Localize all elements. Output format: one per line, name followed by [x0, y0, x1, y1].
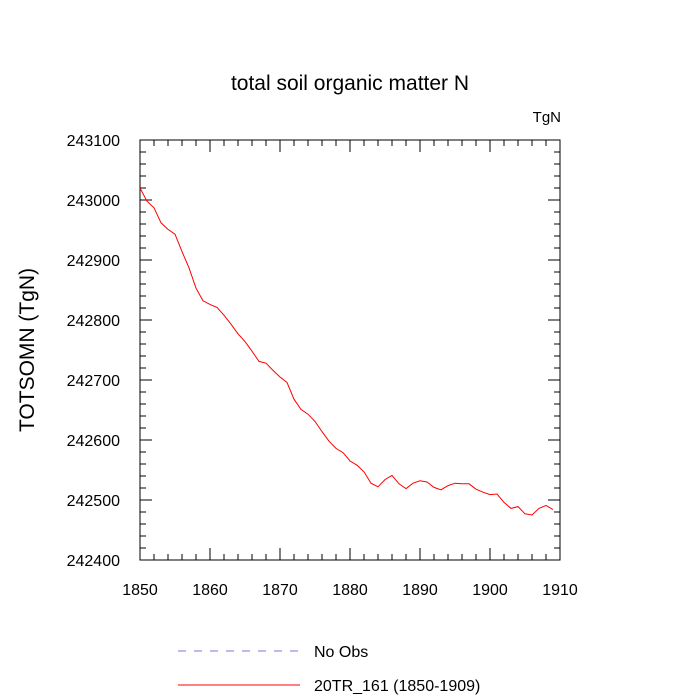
x-tick-label: 1910 [542, 582, 578, 599]
x-tick-label: 1870 [262, 582, 298, 599]
y-tick-label: 242900 [67, 253, 120, 270]
y-tick-label: 243100 [67, 133, 120, 150]
plot-frame [139, 139, 561, 561]
y-tick-label: 242600 [67, 433, 120, 450]
legend-label: 20TR_161 (1850-1909) [314, 678, 480, 695]
chart-title: total soil organic matter N [231, 72, 469, 95]
axis-ticks [139, 139, 561, 561]
y-tick-label: 242800 [67, 313, 120, 330]
y-tick-label: 242700 [67, 373, 120, 390]
axis-tick-labels: 1850 1860 1870 1880 1890 1900 1910 242400 242500… [67, 133, 578, 599]
legend-label: No Obs [314, 644, 368, 661]
x-tick-label: 1880 [332, 582, 368, 599]
series-line [139, 187, 554, 516]
x-tick-label: 1850 [122, 582, 158, 599]
y-tick-label: 242500 [67, 493, 120, 510]
y-tick-label: 242400 [67, 553, 120, 570]
series-lines [139, 187, 554, 516]
x-tick-label: 1890 [402, 582, 438, 599]
legend: No Obs 20TR_161 (1850-1909) [178, 644, 480, 695]
unit-label: TgN [533, 109, 561, 126]
y-axis-label: TOTSOMN (TgN) [16, 268, 39, 432]
x-tick-label: 1860 [192, 582, 228, 599]
x-tick-label: 1900 [472, 582, 508, 599]
y-tick-label: 243000 [67, 193, 120, 210]
